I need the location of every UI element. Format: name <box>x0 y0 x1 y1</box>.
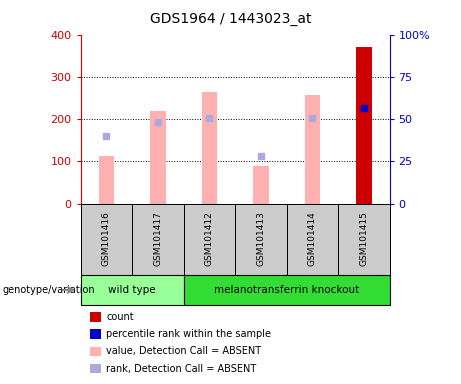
Text: value, Detection Call = ABSENT: value, Detection Call = ABSENT <box>106 346 261 356</box>
Text: melanotransferrin knockout: melanotransferrin knockout <box>214 285 359 295</box>
Text: percentile rank within the sample: percentile rank within the sample <box>106 329 271 339</box>
Text: GSM101413: GSM101413 <box>256 212 266 266</box>
Text: count: count <box>106 312 134 322</box>
Bar <box>356 47 372 204</box>
Bar <box>253 166 269 204</box>
Bar <box>150 111 165 204</box>
Text: GSM101415: GSM101415 <box>359 212 368 266</box>
Bar <box>183 275 390 305</box>
Bar <box>235 204 287 275</box>
Text: rank, Detection Call = ABSENT: rank, Detection Call = ABSENT <box>106 364 256 374</box>
Text: GSM101414: GSM101414 <box>308 212 317 266</box>
Text: genotype/variation: genotype/variation <box>2 285 95 295</box>
Bar <box>183 204 235 275</box>
Bar <box>305 95 320 204</box>
Bar <box>81 275 183 305</box>
Bar <box>287 204 338 275</box>
Text: wild type: wild type <box>108 285 156 295</box>
Bar <box>338 204 390 275</box>
Text: GSM101412: GSM101412 <box>205 212 214 266</box>
Bar <box>99 156 114 204</box>
Bar <box>81 204 132 275</box>
Bar <box>201 92 217 204</box>
Text: GDS1964 / 1443023_at: GDS1964 / 1443023_at <box>150 12 311 25</box>
Text: GSM101417: GSM101417 <box>154 212 162 266</box>
Bar <box>132 204 183 275</box>
Text: GSM101416: GSM101416 <box>102 212 111 266</box>
